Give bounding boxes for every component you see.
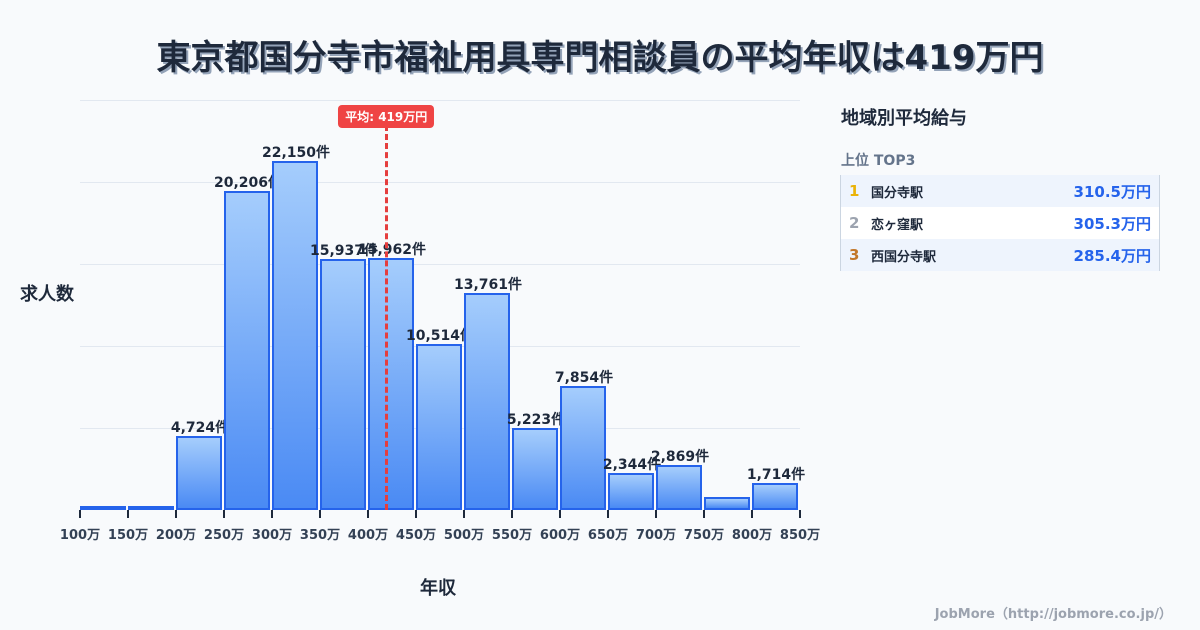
x-tick bbox=[751, 510, 753, 518]
x-tick-label: 300万 bbox=[251, 528, 293, 543]
x-tick bbox=[175, 510, 177, 518]
x-tick bbox=[127, 510, 129, 518]
x-tick-label: 200万 bbox=[155, 528, 197, 543]
x-tick bbox=[703, 510, 705, 518]
ranking-row: 3 西国分寺駅 285.4万円 bbox=[841, 239, 1159, 271]
x-tick bbox=[223, 510, 225, 518]
histogram-bar bbox=[704, 497, 750, 510]
gridline bbox=[80, 182, 800, 183]
average-salary: 285.4万円 bbox=[1073, 246, 1151, 265]
bar-value-label: 5,223件 bbox=[506, 411, 566, 428]
bar-value-label: 2,344件 bbox=[602, 457, 662, 474]
x-tick bbox=[79, 510, 81, 518]
x-tick bbox=[415, 510, 417, 518]
x-tick-label: 250万 bbox=[203, 528, 245, 543]
histogram-bar bbox=[272, 160, 318, 510]
ranking-row: 1 国分寺駅 310.5万円 bbox=[841, 175, 1159, 207]
x-tick-label: 150万 bbox=[107, 528, 149, 543]
rank-number: 1 bbox=[849, 182, 860, 200]
bar-value-label: 10,514件 bbox=[405, 328, 475, 345]
footer-credit: JobMore（http://jobmore.co.jp/） bbox=[934, 607, 1172, 622]
histogram-bar bbox=[320, 258, 366, 510]
x-tick-label: 700万 bbox=[635, 528, 677, 543]
gridline bbox=[80, 100, 800, 101]
x-tick-label: 750万 bbox=[683, 528, 725, 543]
histogram-bar bbox=[608, 473, 654, 510]
ranking-row: 2 恋ヶ窪駅 305.3万円 bbox=[841, 207, 1159, 239]
bar-value-label: 22,150件 bbox=[261, 144, 331, 161]
average-salary: 305.3万円 bbox=[1073, 214, 1151, 233]
station-name: 国分寺駅 bbox=[871, 185, 924, 201]
station-name: 西国分寺駅 bbox=[871, 249, 937, 265]
histogram-bar bbox=[80, 506, 126, 510]
gridline bbox=[80, 264, 800, 265]
x-tick bbox=[655, 510, 657, 518]
bar-value-label: 4,724件 bbox=[170, 419, 230, 436]
x-tick bbox=[463, 510, 465, 518]
histogram-bar bbox=[224, 191, 270, 510]
x-axis-label: 年収 bbox=[420, 578, 456, 599]
histogram-bar bbox=[464, 293, 510, 510]
station-name: 恋ヶ窪駅 bbox=[871, 217, 924, 233]
average-salary: 310.5万円 bbox=[1073, 182, 1151, 201]
histogram-bar bbox=[176, 435, 222, 510]
bar-value-label: 7,854件 bbox=[554, 370, 614, 387]
x-tick-label: 800万 bbox=[731, 528, 773, 543]
histogram-bar bbox=[752, 482, 798, 510]
histogram-bar bbox=[416, 344, 462, 510]
histogram-chart: 4,724件 20,206件 22,150件 15,937件 15,962件 10,514… bbox=[80, 100, 805, 510]
rank-number: 3 bbox=[849, 246, 860, 264]
x-tick-label: 400万 bbox=[347, 528, 389, 543]
bar-value-label: 15,937件 bbox=[309, 242, 379, 259]
x-tick bbox=[607, 510, 609, 518]
x-tick bbox=[319, 510, 321, 518]
region-panel-subtitle: 上位 TOP3 bbox=[841, 153, 916, 169]
bar-value-label: 1,714件 bbox=[746, 466, 806, 483]
x-tick-label: 450万 bbox=[395, 528, 437, 543]
x-tick bbox=[511, 510, 513, 518]
y-axis-label: 求人数 bbox=[20, 284, 74, 305]
page-title: 東京都国分寺市福祉用具専門相談員の平均年収は419万円 bbox=[156, 38, 1044, 78]
x-tick bbox=[367, 510, 369, 518]
bar-value-label: 15,962件 bbox=[357, 242, 427, 259]
x-tick bbox=[799, 510, 801, 518]
x-tick-label: 550万 bbox=[491, 528, 533, 543]
x-tick bbox=[271, 510, 273, 518]
x-tick-label: 850万 bbox=[779, 528, 821, 543]
x-tick-label: 650万 bbox=[587, 528, 629, 543]
average-badge: 平均: 419万円 bbox=[338, 105, 435, 128]
histogram-bar bbox=[128, 506, 174, 510]
histogram-bar bbox=[656, 464, 702, 510]
x-tick-label: 100万 bbox=[59, 528, 101, 543]
ranking-table: 1 国分寺駅 310.5万円 2 恋ヶ窪駅 305.3万円 3 西国分寺駅 28… bbox=[840, 175, 1160, 271]
bar-value-label: 20,206件 bbox=[213, 175, 283, 192]
histogram-bar bbox=[560, 386, 606, 510]
x-tick-label: 600万 bbox=[539, 528, 581, 543]
average-line bbox=[385, 125, 389, 510]
histogram-bar bbox=[512, 427, 558, 510]
x-tick bbox=[559, 510, 561, 518]
x-tick-label: 500万 bbox=[443, 528, 485, 543]
x-tick-label: 350万 bbox=[299, 528, 341, 543]
bar-value-label: 2,869件 bbox=[650, 448, 710, 465]
bar-value-label: 13,761件 bbox=[453, 276, 523, 293]
histogram-bar bbox=[368, 258, 414, 510]
region-panel-title: 地域別平均給与 bbox=[841, 108, 967, 129]
rank-number: 2 bbox=[849, 214, 860, 232]
